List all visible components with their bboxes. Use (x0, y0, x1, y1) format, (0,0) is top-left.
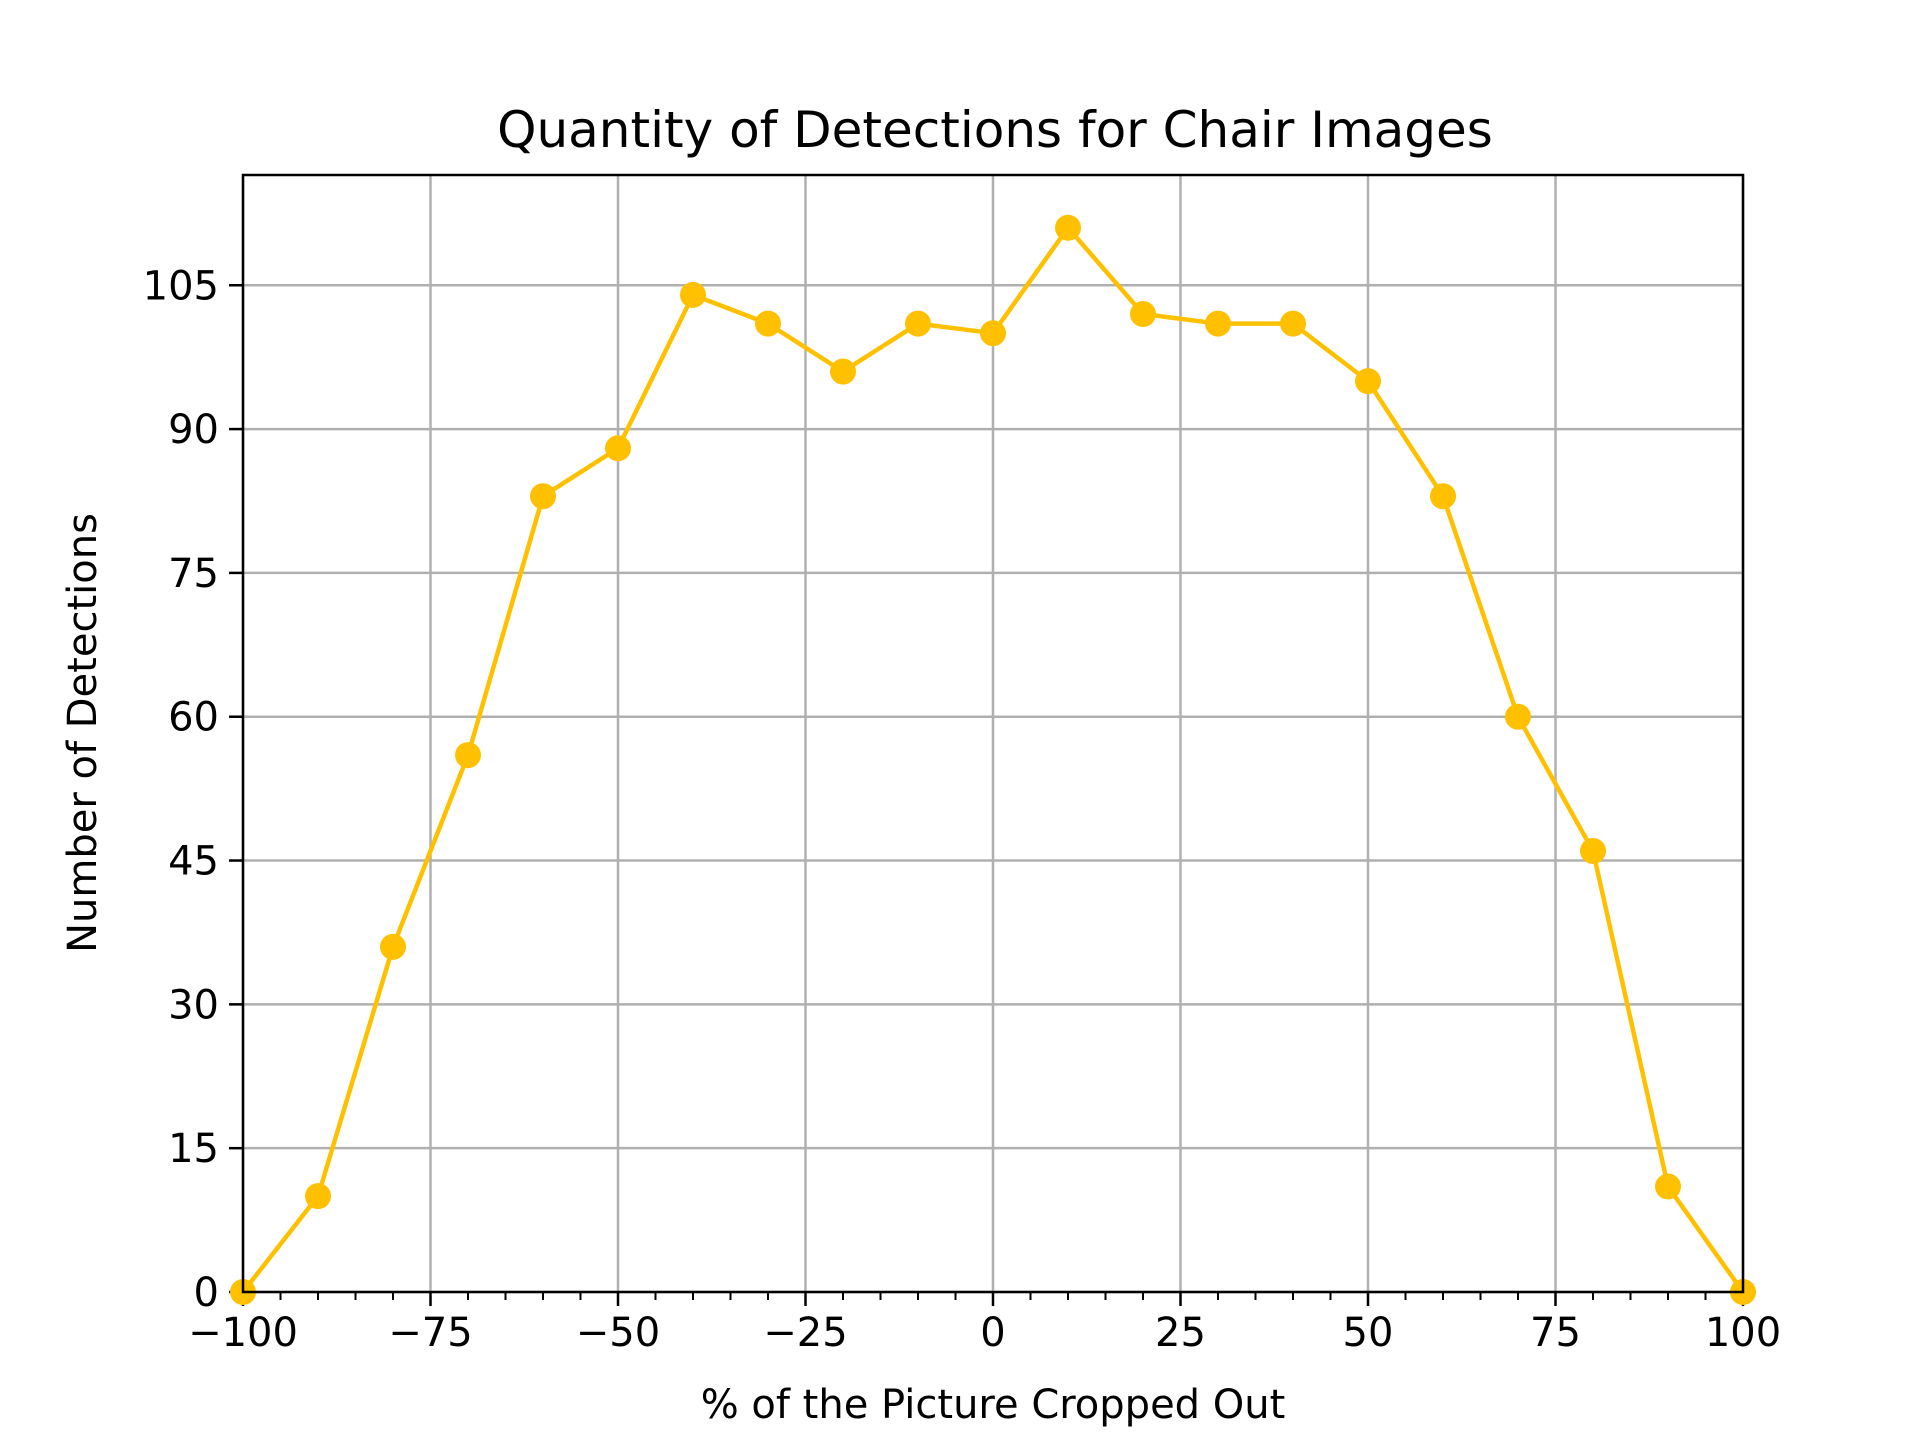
y-tick-label-4: 60 (168, 695, 219, 741)
y-tick-label-5: 75 (168, 551, 219, 597)
data-point-8 (830, 358, 856, 385)
x-tick-label-8: 100 (1705, 1310, 1781, 1356)
y-tick-label-7: 105 (143, 263, 219, 309)
y-tick-label-6: 90 (168, 407, 219, 453)
grid-lines (241, 175, 1745, 1294)
data-point-11 (1055, 214, 1081, 241)
x-tick-label-0: −100 (188, 1310, 298, 1356)
chart-title: Quantity of Detections for Chair Images (497, 101, 1493, 159)
x-tick-label-2: −50 (576, 1310, 660, 1356)
x-tick-label-3: −25 (763, 1310, 847, 1356)
data-point-9 (905, 310, 931, 337)
data-point-7 (755, 310, 781, 337)
y-tick-label-3: 45 (168, 839, 219, 885)
data-point-10 (980, 320, 1006, 347)
data-point-2 (380, 933, 406, 960)
x-tick-labels: −100 −75 −50 −25 0 25 50 75 100 (188, 1310, 1781, 1356)
x-tick-label-6: 50 (1343, 1310, 1394, 1356)
y-tick-label-1: 15 (168, 1126, 219, 1172)
data-series (230, 214, 1756, 1305)
data-point-19 (1655, 1173, 1681, 1200)
plot-frame (241, 173, 1745, 1294)
data-point-12 (1130, 301, 1156, 328)
y-tick-labels: 0 15 30 45 60 75 90 105 (143, 263, 219, 1316)
data-point-3 (455, 742, 481, 769)
data-point-18 (1580, 837, 1606, 864)
y-tick-label-0: 0 (194, 1270, 219, 1316)
x-tick-label-4: 0 (980, 1310, 1005, 1356)
data-point-1 (305, 1183, 331, 1210)
minor-ticks (279, 1292, 1707, 1300)
data-point-6 (680, 281, 706, 308)
data-point-4 (530, 483, 556, 510)
data-point-13 (1205, 310, 1231, 337)
x-axis-label: % of the Picture Cropped Out (701, 1382, 1286, 1428)
data-point-15 (1355, 368, 1381, 395)
data-point-5 (605, 435, 631, 462)
data-point-17 (1505, 703, 1531, 730)
x-tick-label-1: −75 (388, 1310, 472, 1356)
x-tick-label-5: 25 (1155, 1310, 1206, 1356)
y-tick-label-2: 30 (168, 982, 219, 1028)
data-point-14 (1280, 310, 1306, 337)
y-axis-label: Number of Detections (60, 513, 106, 953)
data-point-16 (1430, 483, 1456, 510)
x-tick-label-7: 75 (1530, 1310, 1581, 1356)
